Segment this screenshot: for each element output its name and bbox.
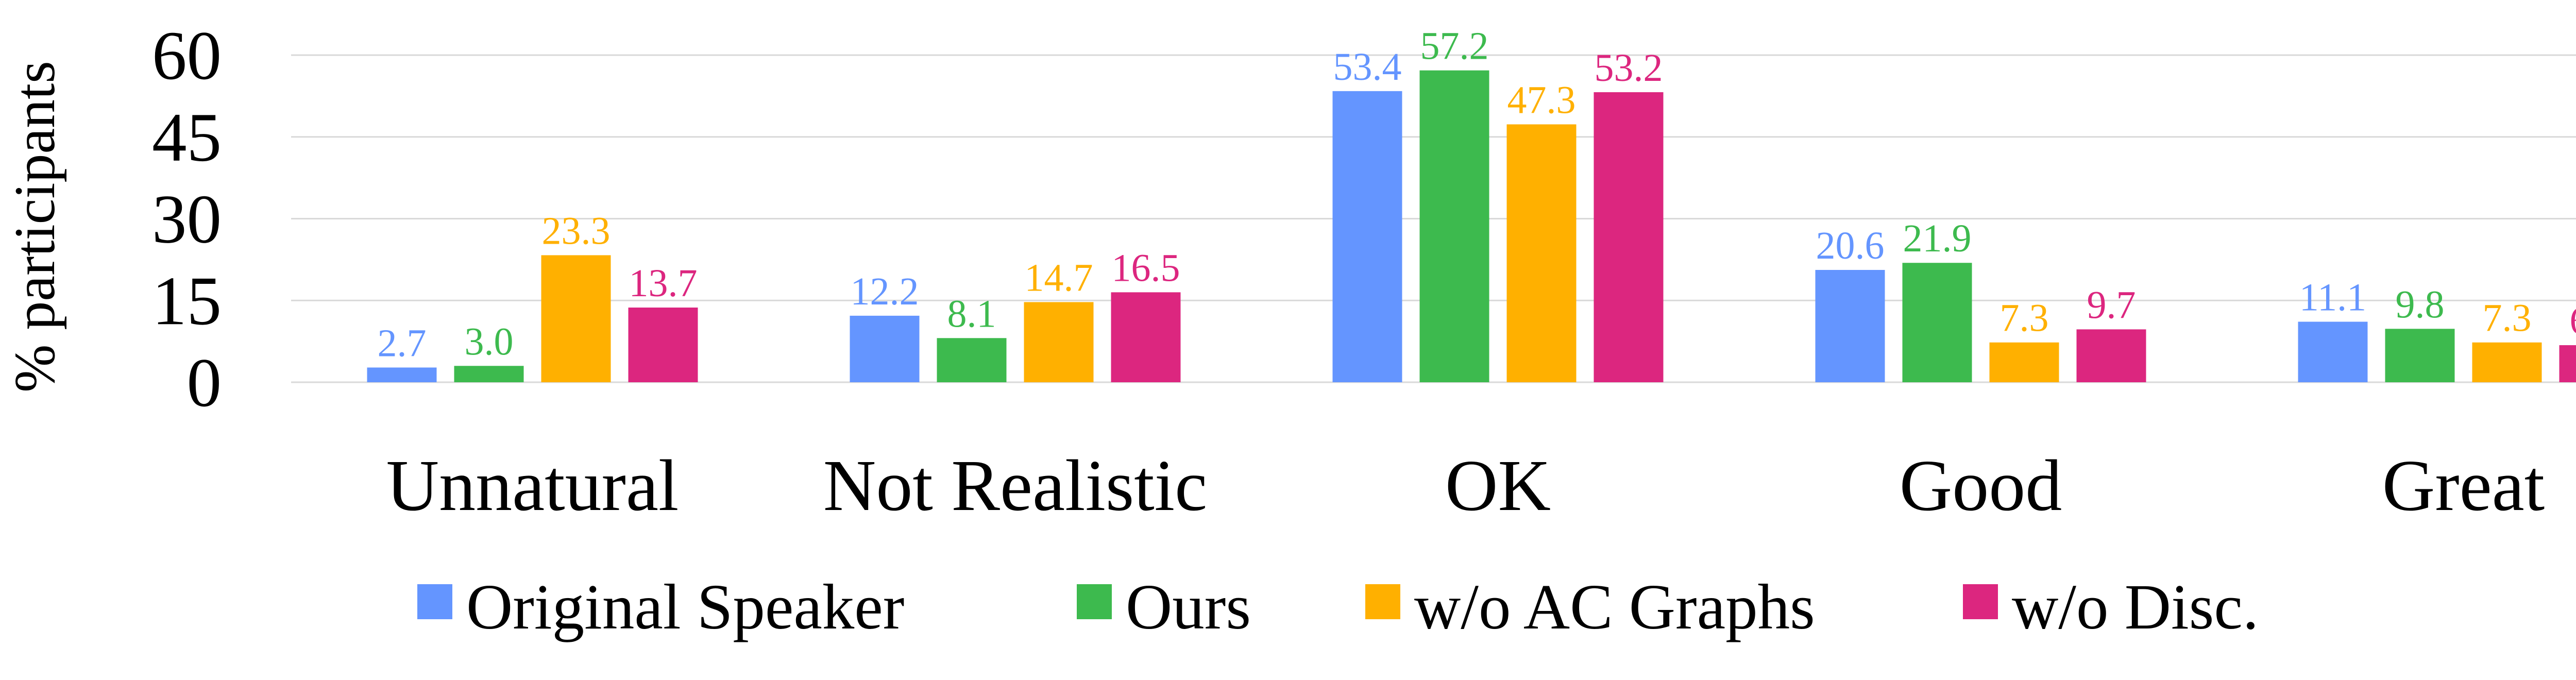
bar [937, 338, 1007, 382]
data-label: 11.1 [2299, 276, 2366, 319]
x-category-label: Not Realistic [823, 445, 1207, 526]
data-label: 16.5 [1112, 246, 1180, 290]
bar [1902, 263, 1972, 382]
data-label: 6.8 [2570, 299, 2576, 343]
bar [1594, 92, 1664, 382]
x-category-label: Good [1900, 445, 2062, 526]
bar [1989, 342, 2059, 382]
legend-swatch [1077, 584, 1112, 619]
bar [1111, 292, 1181, 382]
data-label: 53.2 [1595, 46, 1663, 90]
data-label: 2.7 [378, 321, 427, 365]
x-axis-categories: Unnatural Not Realistic OK Good Great [386, 445, 2545, 526]
data-labels: 2.7 3.0 23.3 13.7 12.2 8.1 14.7 16.5 53.4 57.2 47.… [378, 25, 2576, 365]
data-label: 47.3 [1507, 78, 1576, 122]
y-tick-label: 60 [152, 18, 222, 94]
legend-swatch [1365, 584, 1400, 619]
bar [541, 255, 611, 382]
bar [850, 315, 920, 382]
data-label: 53.4 [1333, 45, 1402, 89]
data-label: 20.6 [1816, 224, 1885, 267]
legend-label: Ours [1126, 572, 1251, 643]
bar [454, 366, 524, 382]
legend-swatch [1963, 584, 1998, 619]
data-label: 8.1 [947, 292, 996, 335]
legend: Original Speaker Ours w/o AC Graphs w/o Dis… [417, 572, 2259, 643]
bar [1419, 70, 1489, 383]
bar [628, 308, 698, 382]
bar [2298, 321, 2368, 382]
bar [1815, 269, 1885, 382]
bar [1506, 124, 1577, 383]
legend-swatch [417, 584, 452, 619]
data-label: 9.7 [2087, 283, 2136, 327]
legend-label: w/o Disc. [2012, 572, 2259, 643]
data-label: 7.3 [2483, 297, 2532, 340]
bar [2559, 345, 2576, 382]
data-label: 14.7 [1025, 256, 1093, 299]
bars [367, 70, 2576, 383]
y-axis-label: % participants [3, 61, 67, 393]
data-label: 23.3 [542, 209, 611, 252]
y-tick-label: 30 [152, 181, 222, 258]
bar [367, 367, 437, 382]
x-category-label: Unnatural [386, 445, 679, 526]
x-category-label: Great [2382, 445, 2545, 526]
y-tick-label: 15 [152, 263, 222, 339]
bar [2472, 342, 2542, 382]
legend-label: w/o AC Graphs [1414, 572, 1815, 643]
y-tick-label: 0 [187, 345, 222, 421]
legend-label: Original Speaker [466, 572, 904, 643]
bar [2385, 329, 2455, 382]
data-label: 7.3 [2000, 297, 2049, 340]
data-label: 13.7 [629, 262, 698, 305]
bar [1024, 302, 1094, 382]
y-tick-label: 45 [152, 99, 222, 176]
bar [2076, 329, 2146, 382]
data-label: 12.2 [851, 270, 919, 313]
data-label: 3.0 [465, 320, 514, 363]
x-category-label: OK [1445, 445, 1551, 526]
data-label: 9.8 [2396, 283, 2445, 326]
data-label: 21.9 [1903, 217, 1972, 260]
bar [1332, 91, 1402, 383]
data-label: 57.2 [1420, 25, 1489, 68]
